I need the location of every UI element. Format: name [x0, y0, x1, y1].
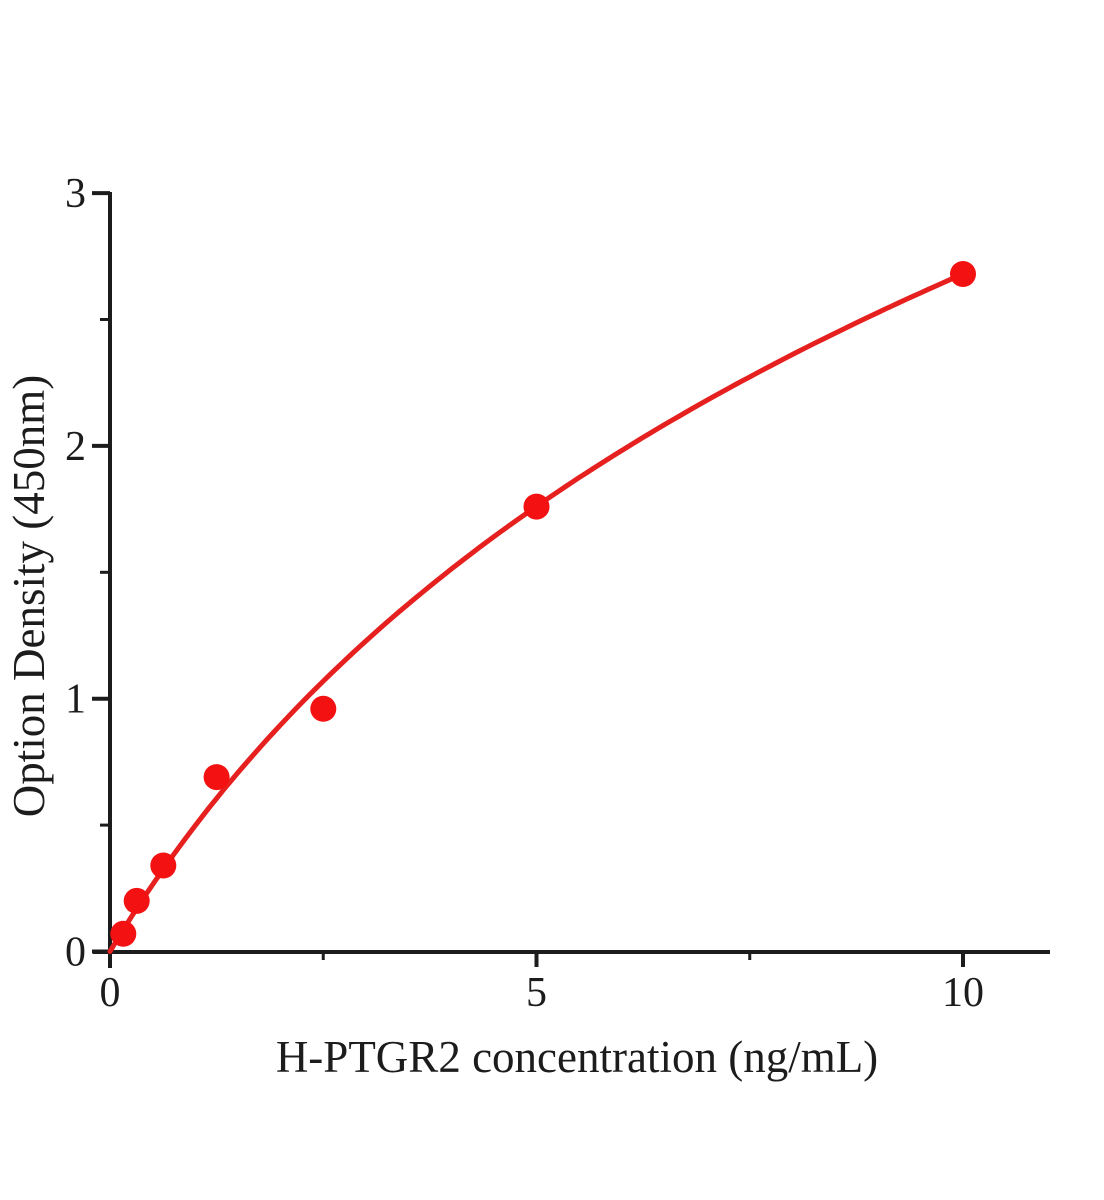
fit-curve [107, 271, 966, 954]
data-point-marker [310, 695, 337, 722]
y-axis-title: Option Density (450nm) [4, 375, 54, 817]
data-point-marker [150, 852, 177, 879]
x-tick-label: 0 [100, 970, 121, 1016]
data-point-marker [123, 887, 150, 914]
data-point-marker [523, 493, 550, 520]
y-tick-label: 1 [65, 677, 86, 723]
data-point-marker [203, 764, 230, 791]
x-axis-title: H-PTGR2 concentration (ng/mL) [276, 1032, 878, 1082]
plot-area: 0 5 10 0 1 2 3 [65, 171, 1050, 1016]
y-tick-label: 0 [65, 930, 86, 976]
x-tick-label: 10 [942, 970, 984, 1016]
y-tick-label: 3 [65, 171, 86, 217]
x-tick-label: 5 [526, 970, 547, 1016]
data-point-marker [950, 261, 976, 287]
y-tick-label: 2 [65, 424, 86, 470]
data-point-marker [110, 920, 137, 947]
